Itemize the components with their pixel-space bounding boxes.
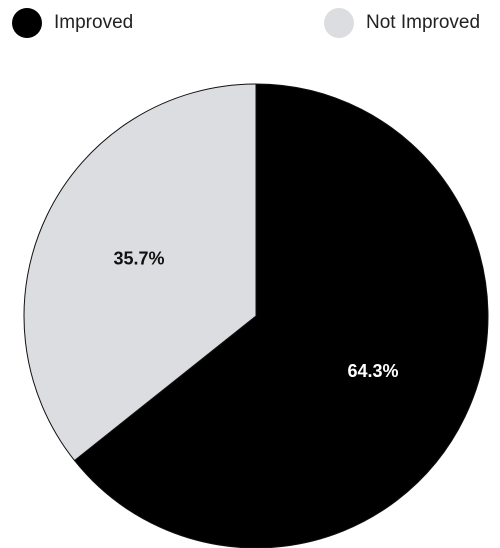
- pie-slice-not-improved: [23, 83, 257, 462]
- legend-swatch-improved: [12, 8, 42, 38]
- pie-slice-improved: [73, 83, 489, 548]
- pie-label-improved: 64.3%: [348, 361, 399, 381]
- legend-item-improved: Improved: [12, 8, 133, 38]
- pie-label-not-improved: 35.7%: [113, 248, 164, 268]
- legend-item-not-improved: Not Improved: [324, 8, 480, 38]
- legend-swatch-not-improved: [324, 8, 354, 38]
- legend-label-improved: Improved: [54, 12, 134, 33]
- legend-label-not-improved: Not Improved: [366, 12, 481, 33]
